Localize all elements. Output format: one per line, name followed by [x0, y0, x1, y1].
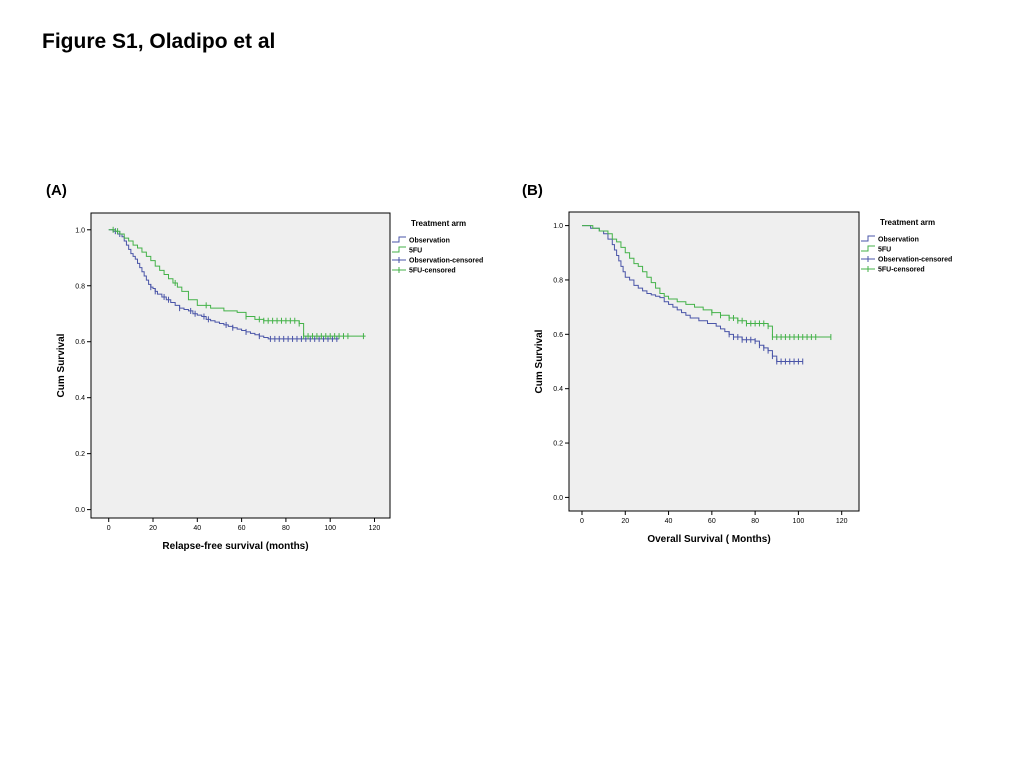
legend-label-5fu: 5FU [409, 248, 422, 255]
x-tick-label: 120 [369, 525, 381, 532]
series-line-5fu [108, 229, 366, 337]
figure-title: Figure S1, Oladipo et al [42, 30, 276, 53]
y-tick-label: 0.4 [75, 395, 85, 402]
x-tick-label: 80 [282, 525, 290, 532]
y-tick-label: 0.8 [75, 283, 85, 290]
y-tick-label: 0.6 [553, 332, 563, 339]
legend-title: Treatment arm [880, 218, 935, 227]
legend-label-observation: Observation [878, 237, 919, 244]
y-tick-label: 0.2 [553, 441, 563, 448]
legend-label-5fu-censored: 5FU-censored [878, 267, 925, 274]
y-tick-label: 0.0 [75, 507, 85, 514]
legend-label-observation: Observation [409, 238, 450, 245]
x-axis-title: Overall Survival ( Months) [647, 534, 770, 545]
x-tick-label: 40 [665, 518, 673, 525]
y-tick-label: 0.4 [553, 386, 563, 393]
y-tick-label: 0.8 [553, 277, 563, 284]
legend-swatch-observation [392, 236, 406, 243]
plot-area [90, 212, 391, 519]
panel-a-label: (A) [46, 182, 67, 199]
x-tick-label: 100 [324, 525, 336, 532]
x-tick-label: 0 [107, 525, 111, 532]
legend-label-5fu: 5FU [878, 247, 891, 254]
x-tick-label: 80 [751, 518, 759, 525]
y-tick-label: 1.0 [553, 223, 563, 230]
x-tick-label: 100 [793, 518, 805, 525]
legend-swatch-observation [861, 235, 875, 242]
legend-label-observation-censored: Observation-censored [878, 257, 952, 264]
legend-title: Treatment arm [411, 219, 466, 228]
y-axis-title: Cum Survival [56, 333, 67, 397]
x-tick-label: 60 [238, 525, 246, 532]
x-tick-label: 60 [708, 518, 716, 525]
y-tick-label: 0.6 [75, 339, 85, 346]
y-tick-label: 0.0 [553, 495, 563, 502]
plot-area [568, 211, 860, 512]
x-tick-label: 20 [621, 518, 629, 525]
y-tick-label: 0.2 [75, 451, 85, 458]
panel-b-label: (B) [522, 182, 543, 199]
legend-label-observation-censored: Observation-censored [409, 258, 483, 265]
legend-swatch-5fu [392, 246, 406, 253]
y-tick-label: 1.0 [75, 227, 85, 234]
x-tick-label: 20 [149, 525, 157, 532]
y-axis-title: Cum Survival [534, 329, 545, 393]
x-tick-label: 40 [193, 525, 201, 532]
legend-swatch-5fu [861, 245, 875, 252]
x-tick-label: 0 [580, 518, 584, 525]
x-tick-label: 120 [836, 518, 848, 525]
series-line-observation [108, 229, 340, 340]
legend-label-5fu-censored: 5FU-censored [409, 268, 456, 275]
x-axis-title: Relapse-free survival (months) [162, 541, 308, 552]
